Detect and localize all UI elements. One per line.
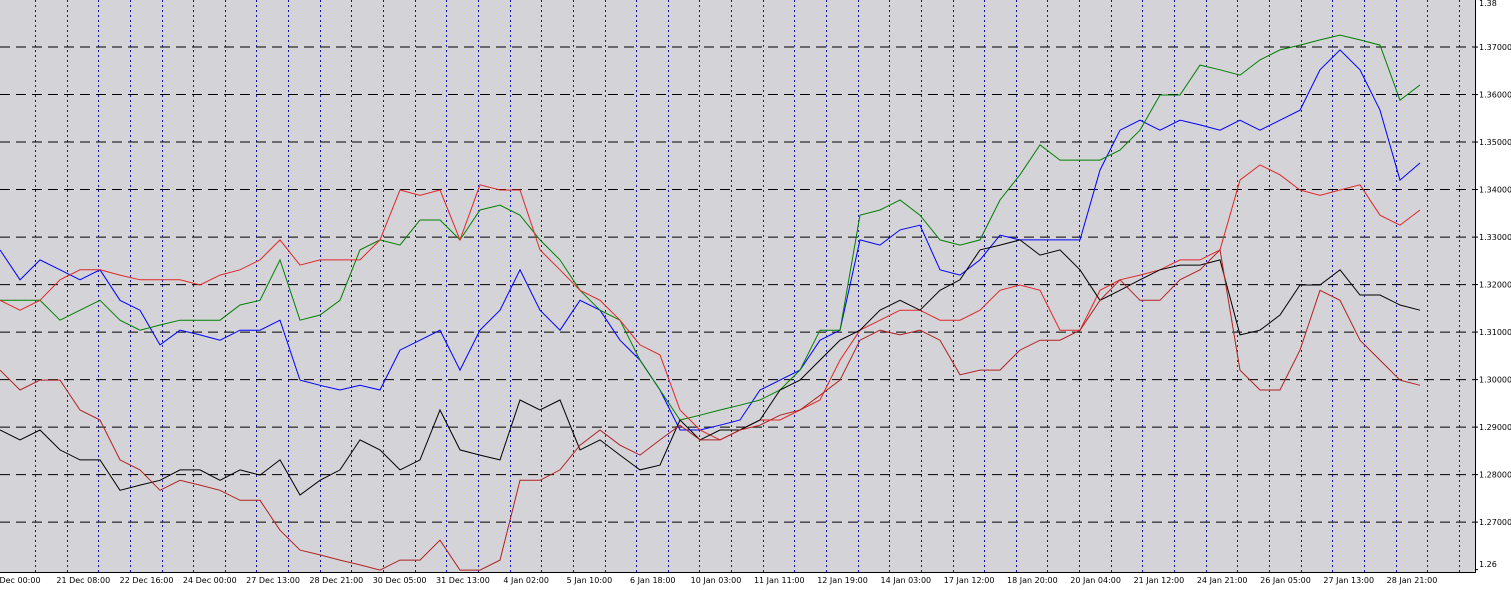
x-tick-label: 12 Jan 19:00 (817, 576, 868, 585)
x-tick-label: 10 Jan 03:00 (691, 576, 742, 585)
plot-background (0, 0, 1475, 572)
x-tick-label: 27 Dec 13:00 (246, 576, 300, 585)
x-tick-label: 6 Jan 18:00 (630, 576, 676, 585)
x-tick-label: 28 Jan 21:00 (1387, 576, 1438, 585)
series-line (0, 239, 1421, 496)
y-tick-label: 1.26 (1479, 560, 1497, 569)
y-tick-label: 1.28000 (1479, 471, 1511, 480)
series-line (0, 248, 1421, 571)
x-tick-label: 17 Jan 12:00 (944, 576, 995, 585)
y-tick-label: 1.35000 (1479, 138, 1511, 147)
y-tick-label: 1.33000 (1479, 233, 1511, 242)
x-tick-label: 30 Dec 05:00 (373, 576, 427, 585)
x-tick-label: 24 Jan 21:00 (1197, 576, 1248, 585)
y-tick-label: 1.38 (1479, 0, 1497, 8)
y-tick-label: 1.29000 (1479, 423, 1511, 432)
y-tick-label: 1.31000 (1479, 328, 1511, 337)
x-tick-label: 22 Dec 16:00 (120, 576, 174, 585)
x-tick-label: 21 Jan 12:00 (1134, 576, 1185, 585)
x-tick-label: 21 Dec 08:00 (56, 576, 110, 585)
y-tick-label: 1.30000 (1479, 376, 1511, 385)
x-tick-label: 14 Jan 03:00 (880, 576, 931, 585)
y-tick-label: 1.32000 (1479, 281, 1511, 290)
series-line (0, 49, 1421, 431)
x-tick-label: 31 Dec 13:00 (436, 576, 490, 585)
x-tick-label: 27 Jan 13:00 (1323, 576, 1374, 585)
x-tick-label: 26 Jan 05:00 (1260, 576, 1311, 585)
x-tick-label: 24 Dec 00:00 (183, 576, 237, 585)
x-tick-label: 5 Jan 10:00 (567, 576, 613, 585)
x-tick-label: 28 Dec 21:00 (309, 576, 363, 585)
y-tick-label: 1.36000 (1479, 91, 1511, 100)
x-tick-label: Dec 00:00 (0, 576, 41, 585)
x-tick-label: 20 Jan 04:00 (1070, 576, 1121, 585)
x-tick-label: 11 Jan 11:00 (754, 576, 805, 585)
vertical-grid (35, 0, 1460, 572)
x-tick-label: 4 Jan 02:00 (503, 576, 549, 585)
y-tick-label: 1.27000 (1479, 518, 1511, 527)
y-tick-label: 1.34000 (1479, 186, 1511, 195)
y-tick-label: 1.37000 (1479, 43, 1511, 52)
x-tick-label: 18 Jan 20:00 (1007, 576, 1058, 585)
series-line (0, 34, 1421, 421)
